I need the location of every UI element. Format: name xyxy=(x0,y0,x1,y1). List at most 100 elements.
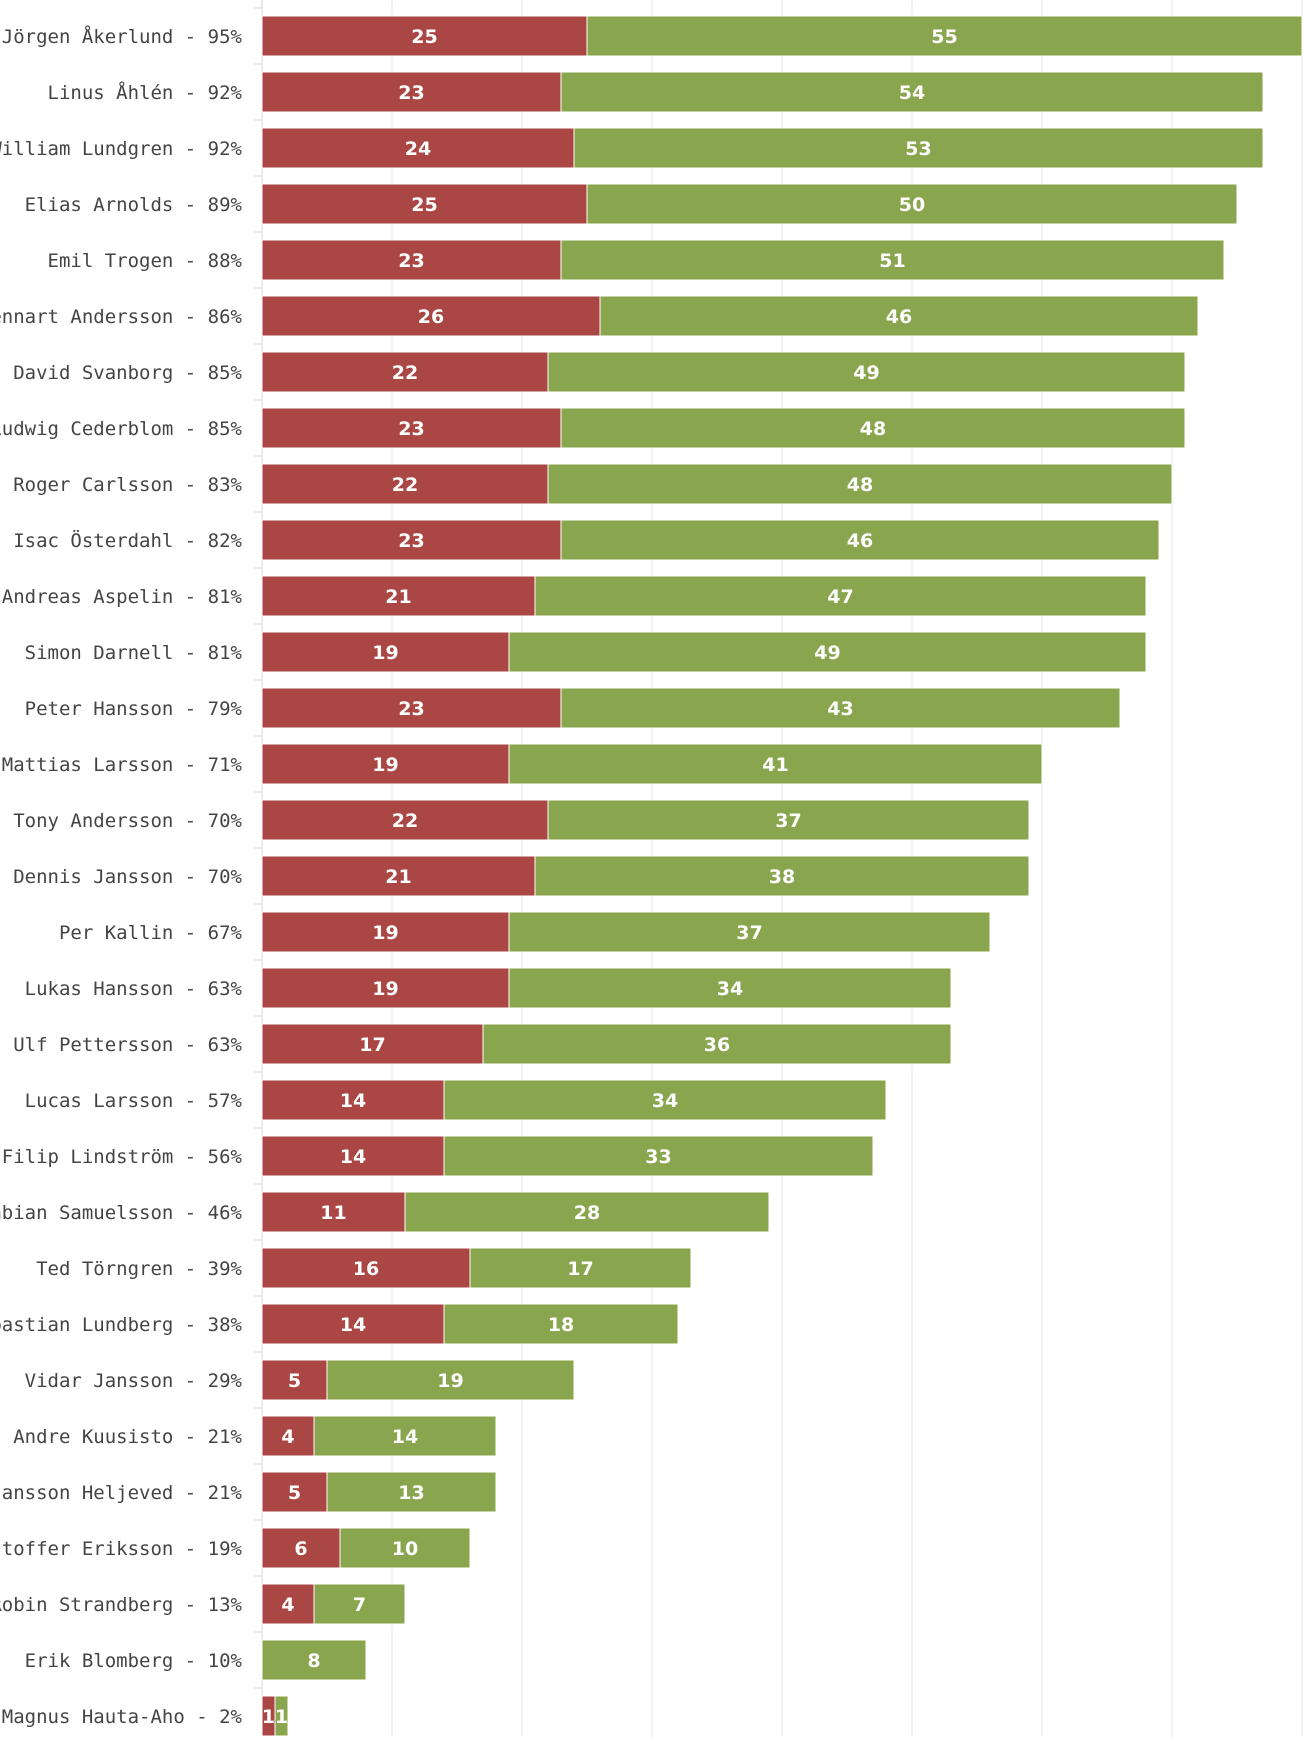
bar-segment-series-1[interactable] xyxy=(261,1471,328,1513)
data-label: 49 xyxy=(814,642,840,664)
bar-segment-series-2[interactable] xyxy=(560,519,1160,561)
bar-segment-series-2[interactable] xyxy=(313,1415,497,1457)
bar-segment-series-1[interactable] xyxy=(261,295,601,337)
data-label: 21 xyxy=(385,866,411,888)
bar-segment-series-1[interactable] xyxy=(261,575,536,617)
bar-segment-series-1[interactable] xyxy=(261,799,549,841)
data-label: 36 xyxy=(704,1034,730,1056)
bar-segment-series-1[interactable] xyxy=(261,743,510,785)
category-label: Roger Carlsson - 83% xyxy=(13,474,242,496)
bar-segment-series-1[interactable] xyxy=(261,1359,328,1401)
category-axis xyxy=(254,0,263,1737)
data-label: 53 xyxy=(905,138,931,160)
category-label: Lukas Hansson - 63% xyxy=(25,978,243,1000)
category-label: Peter Hansson - 79% xyxy=(25,698,243,720)
category-label: Sebastian Lundberg - 38% xyxy=(0,1314,243,1336)
bar-segment-series-1[interactable] xyxy=(261,631,510,673)
data-label: 10 xyxy=(392,1538,418,1560)
bar-segment-series-2[interactable] xyxy=(508,743,1043,785)
category-label: Jörgen Åkerlund - 95% xyxy=(2,25,243,48)
data-label: 43 xyxy=(827,698,853,720)
bar-segment-series-2[interactable] xyxy=(508,911,991,953)
data-label: 25 xyxy=(411,194,437,216)
data-label: 47 xyxy=(827,586,853,608)
bar-segment-series-2[interactable] xyxy=(547,463,1173,505)
data-label: 19 xyxy=(437,1370,463,1392)
bar-segment-series-2[interactable] xyxy=(508,967,952,1009)
bar-segment-series-2[interactable] xyxy=(261,1639,367,1681)
category-label: Ludwig Cederblom - 85% xyxy=(0,418,243,440)
bars xyxy=(261,15,1303,1737)
bar-segment-series-2[interactable] xyxy=(274,1695,289,1737)
bar-segment-series-1[interactable] xyxy=(261,1303,445,1345)
bar-segment-series-2[interactable] xyxy=(326,1359,575,1401)
data-label: 25 xyxy=(411,26,437,48)
data-label: 22 xyxy=(392,474,418,496)
bar-segment-series-1[interactable] xyxy=(261,127,575,169)
category-label: Fabian Samuelsson - 46% xyxy=(0,1202,243,1224)
data-label: 17 xyxy=(359,1034,385,1056)
bar-segment-series-2[interactable] xyxy=(469,1247,692,1289)
bar-segment-series-2[interactable] xyxy=(560,687,1121,729)
data-label: 33 xyxy=(645,1146,671,1168)
bar-segment-series-2[interactable] xyxy=(560,239,1225,281)
bar-segment-series-1[interactable] xyxy=(261,1191,406,1233)
category-label: Filip Lindström - 56% xyxy=(2,1146,243,1168)
bar-segment-series-2[interactable] xyxy=(560,407,1186,449)
data-label: 6 xyxy=(294,1538,307,1560)
bar-segment-series-2[interactable] xyxy=(586,15,1303,57)
bar-segment-series-1[interactable] xyxy=(261,183,588,225)
data-label: 4 xyxy=(281,1426,294,1448)
bar-segment-series-2[interactable] xyxy=(534,855,1030,897)
data-label: 22 xyxy=(392,810,418,832)
data-label: 21 xyxy=(385,586,411,608)
bar-segment-series-2[interactable] xyxy=(326,1471,497,1513)
category-label: Oscar Jansson Heljeved - 21% xyxy=(0,1482,243,1504)
data-label: 48 xyxy=(860,418,886,440)
category-label: Lennart Andersson - 86% xyxy=(0,306,243,328)
bar-segment-series-1[interactable] xyxy=(261,407,562,449)
data-label: 16 xyxy=(353,1258,379,1280)
bar-segment-series-2[interactable] xyxy=(547,351,1186,393)
bar-segment-series-2[interactable] xyxy=(586,183,1238,225)
bar-segment-series-1[interactable] xyxy=(261,1583,315,1625)
data-label: 5 xyxy=(288,1370,301,1392)
data-label: 26 xyxy=(418,306,444,328)
category-label: David Svanborg - 85% xyxy=(13,362,242,384)
bar-segment-series-2[interactable] xyxy=(443,1303,679,1345)
bar-segment-series-1[interactable] xyxy=(261,15,588,57)
bar-segment-series-1[interactable] xyxy=(261,1415,315,1457)
bar-segment-series-1[interactable] xyxy=(261,239,562,281)
bar-segment-series-2[interactable] xyxy=(313,1583,406,1625)
bar-segment-series-2[interactable] xyxy=(534,575,1147,617)
bar-segment-series-1[interactable] xyxy=(261,687,562,729)
bar-segment-series-2[interactable] xyxy=(508,631,1147,673)
category-label: Per Kallin - 67% xyxy=(59,922,243,944)
bar-segment-series-1[interactable] xyxy=(261,71,562,113)
bar-segment-series-2[interactable] xyxy=(482,1023,952,1065)
bar-segment-series-2[interactable] xyxy=(339,1527,471,1569)
category-label: Ulf Pettersson - 63% xyxy=(13,1034,242,1056)
bar-segment-series-2[interactable] xyxy=(443,1135,874,1177)
data-label: 23 xyxy=(398,82,424,104)
bar-segment-series-1[interactable] xyxy=(261,855,536,897)
category-label: Robin Strandberg - 13% xyxy=(0,1594,243,1616)
category-label: Erik Blomberg - 10% xyxy=(25,1650,243,1672)
data-label: 1 xyxy=(262,1706,275,1728)
bar-segment-series-2[interactable] xyxy=(560,71,1264,113)
data-label: 28 xyxy=(574,1202,600,1224)
category-label: Vidar Jansson - 29% xyxy=(25,1370,243,1392)
data-label: 5 xyxy=(288,1482,301,1504)
bar-segment-series-2[interactable] xyxy=(573,127,1264,169)
bar-segment-series-1[interactable] xyxy=(261,463,549,505)
bar-segment-series-2[interactable] xyxy=(404,1191,770,1233)
bar-segment-series-2[interactable] xyxy=(443,1079,887,1121)
data-label: 48 xyxy=(847,474,873,496)
bar-segment-series-1[interactable] xyxy=(261,1079,445,1121)
bar-segment-series-2[interactable] xyxy=(599,295,1199,337)
data-label: 19 xyxy=(372,978,398,1000)
data-label: 54 xyxy=(899,82,925,104)
bar-segment-series-2[interactable] xyxy=(547,799,1030,841)
category-label: Dennis Jansson - 70% xyxy=(13,866,242,888)
bar-segment-series-1[interactable] xyxy=(261,519,562,561)
